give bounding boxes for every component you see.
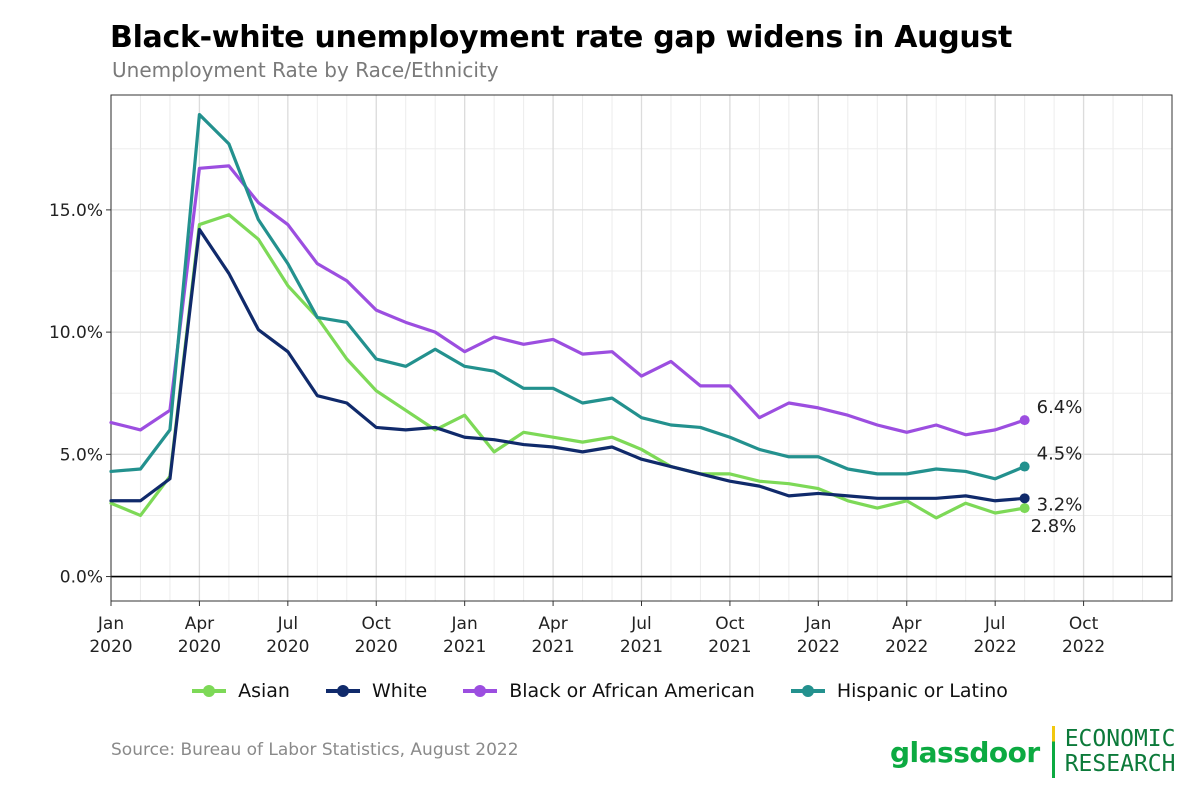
x-tick-label: Jul bbox=[984, 614, 1006, 634]
x-tick-label: Oct bbox=[715, 614, 745, 634]
series-line-black-or-african-american bbox=[109, 164, 1027, 437]
x-tick-label-year: 2022 bbox=[797, 637, 840, 657]
legend-swatch-black bbox=[463, 684, 498, 698]
legend-swatch-asian bbox=[192, 684, 227, 698]
legend-item-black[interactable]: Black or African American bbox=[463, 680, 755, 702]
series-line-white bbox=[109, 227, 1027, 503]
x-tick-label: Apr bbox=[538, 614, 567, 634]
legend-label-hispanic: Hispanic or Latino bbox=[836, 680, 1008, 702]
y-tick-label: 5.0% bbox=[60, 445, 103, 465]
series-line-asian bbox=[109, 213, 1027, 520]
x-tick-label: Apr bbox=[185, 614, 214, 634]
end-point-white bbox=[1019, 493, 1030, 504]
x-tick-label-year: 2021 bbox=[708, 637, 751, 657]
x-tick-label: Oct bbox=[362, 614, 392, 634]
end-point-black-or-african-american bbox=[1019, 415, 1030, 426]
source-note: Source: Bureau of Labor Statistics, Augu… bbox=[111, 740, 519, 760]
logo-subtitle: ECONOMIC RESEARCH bbox=[1065, 727, 1176, 777]
legend-label-asian: Asian bbox=[238, 680, 290, 702]
x-tick-label: Apr bbox=[892, 614, 921, 634]
x-tick-label-year: 2021 bbox=[531, 637, 574, 657]
legend-item-hispanic[interactable]: Hispanic or Latino bbox=[790, 680, 1008, 702]
x-tick-label: Jan bbox=[804, 614, 831, 634]
y-tick-label: 0.0% bbox=[60, 568, 103, 588]
y-tick-label: 15.0% bbox=[49, 201, 103, 221]
legend-swatch-white bbox=[325, 684, 360, 698]
series-line-hispanic-or-latino bbox=[109, 112, 1027, 481]
legend-swatch-hispanic bbox=[790, 684, 825, 698]
legend: Asian White Black or African American Hi… bbox=[0, 680, 1200, 702]
x-tick-label-year: 2020 bbox=[178, 637, 221, 657]
chart-title: Black-white unemployment rate gap widens… bbox=[110, 20, 1013, 55]
x-tick-label-year: 2020 bbox=[355, 637, 398, 657]
x-tick-label: Jan bbox=[451, 614, 478, 634]
logo-wordmark: glassdoor bbox=[890, 735, 1040, 769]
x-tick-label: Jul bbox=[630, 614, 652, 634]
x-tick-label-year: 2022 bbox=[974, 637, 1017, 657]
end-label-hispanic-or-latino: 4.5% bbox=[1037, 444, 1083, 465]
x-tick-label-year: 2021 bbox=[443, 637, 486, 657]
x-tick-label: Jan bbox=[97, 614, 124, 634]
logo-line-economic: ECONOMIC bbox=[1064, 726, 1176, 752]
legend-item-asian[interactable]: Asian bbox=[192, 680, 290, 702]
glassdoor-logo[interactable]: glassdoor ECONOMIC RESEARCH bbox=[890, 722, 1175, 782]
x-tick-label-year: 2022 bbox=[885, 637, 928, 657]
x-tick-label: Oct bbox=[1069, 614, 1099, 634]
chart-subtitle: Unemployment Rate by Race/Ethnicity bbox=[112, 58, 499, 82]
y-tick-label: 10.0% bbox=[49, 323, 103, 343]
end-label-asian: 2.8% bbox=[1031, 516, 1077, 537]
x-tick-label: Jul bbox=[277, 614, 299, 634]
x-tick-label-year: 2020 bbox=[89, 637, 132, 657]
x-tick-label-year: 2020 bbox=[266, 637, 309, 657]
x-tick-label-year: 2021 bbox=[620, 637, 663, 657]
logo-line-research: RESEARCH bbox=[1064, 751, 1176, 777]
legend-label-black: Black or African American bbox=[509, 680, 755, 702]
end-point-hispanic-or-latino bbox=[1019, 461, 1030, 472]
x-tick-label-year: 2022 bbox=[1062, 637, 1105, 657]
end-label-black-or-african-american: 6.4% bbox=[1037, 397, 1083, 418]
legend-item-white[interactable]: White bbox=[325, 680, 428, 702]
end-point-asian bbox=[1019, 503, 1030, 514]
logo-divider bbox=[1051, 726, 1055, 778]
legend-label-white: White bbox=[371, 680, 428, 702]
end-label-white: 3.2% bbox=[1037, 494, 1083, 515]
